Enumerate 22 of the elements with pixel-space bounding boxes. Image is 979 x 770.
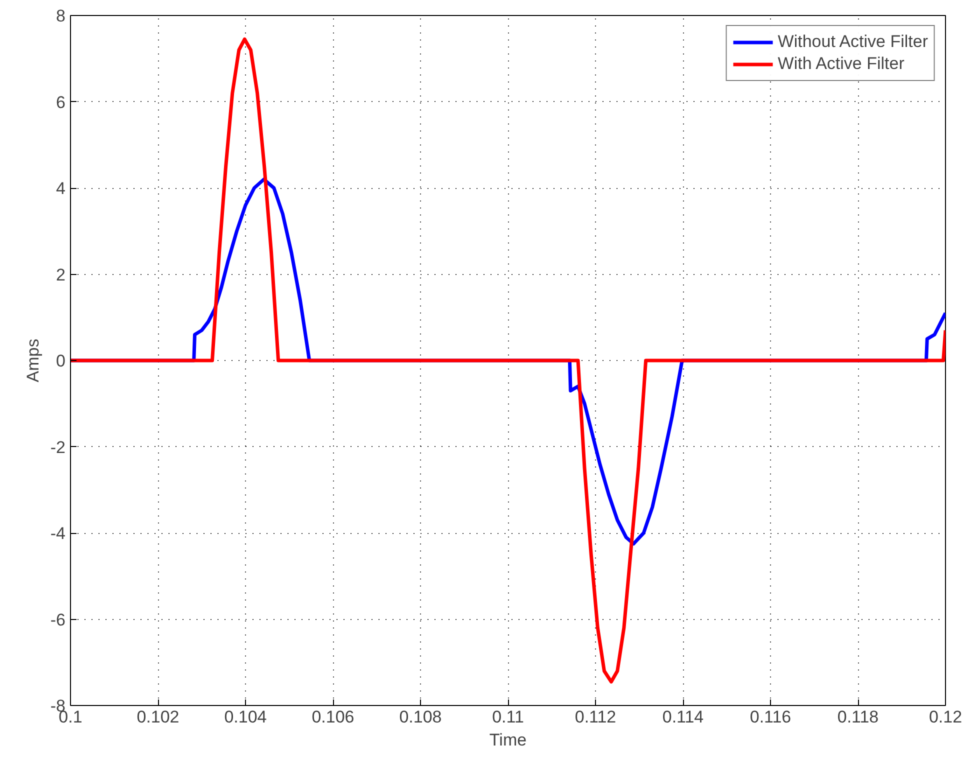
x-axis-title: Time <box>489 730 527 750</box>
y-tick-label: 6 <box>56 92 66 112</box>
x-tick-label: 0.108 <box>399 708 442 726</box>
x-tick-label: 0.118 <box>837 708 879 726</box>
y-tick-label: -6 <box>50 610 66 630</box>
legend-label: With Active Filter <box>778 54 904 74</box>
y-tick-label: -4 <box>50 524 66 543</box>
x-tick-label: 0.116 <box>750 708 792 726</box>
y-tick-label: 8 <box>56 6 66 26</box>
x-tick-label: 0.102 <box>136 708 180 726</box>
y-axis-title: Amps <box>23 338 42 382</box>
y-tick-label: 2 <box>56 265 66 284</box>
x-tick-label: 0.112 <box>574 708 616 726</box>
x-tick-label: 0.11 <box>492 708 524 726</box>
x-tick-label: 0.106 <box>312 708 354 726</box>
x-tick-label: 0.104 <box>224 708 267 726</box>
legend-label: Without Active Filter <box>778 32 928 52</box>
x-tick-label: 0.114 <box>662 708 704 726</box>
y-tick-label: -2 <box>50 438 66 457</box>
y-tick-label: 4 <box>56 179 66 198</box>
x-tick-label: 0.12 <box>928 708 962 726</box>
y-tick-label: 0 <box>56 352 66 370</box>
